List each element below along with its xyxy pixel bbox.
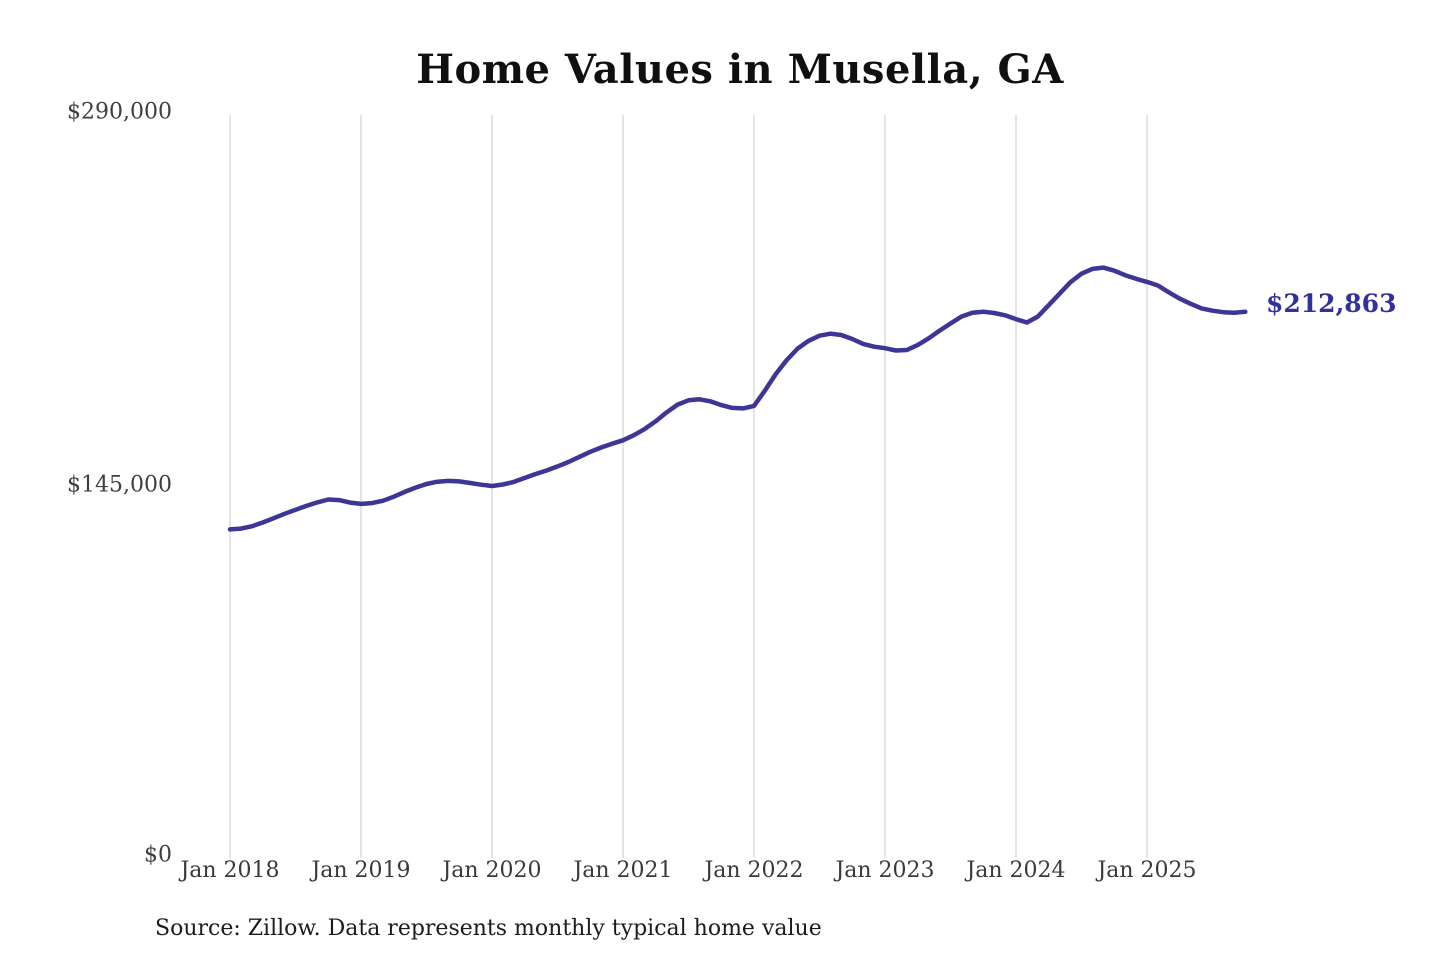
chart-title: Home Values in Musella, GA (416, 46, 1064, 93)
x-tick-label-jan-2018: Jan 2018 (180, 858, 280, 883)
y-tick-label-0: $0 (144, 842, 172, 868)
y-tick-label-290000: $290,000 (67, 99, 172, 125)
x-tick-label-jan-2019: Jan 2019 (311, 858, 411, 883)
home-value-line (227, 265, 1248, 532)
y-tick-label-145000: $145,000 (67, 472, 172, 498)
last-value-label: $212,863 (1266, 289, 1397, 318)
gridlines-group (229, 115, 1148, 858)
x-tick-label-jan-2025: Jan 2025 (1097, 858, 1197, 883)
source-note: Source: Zillow. Data represents monthly … (155, 916, 822, 941)
x-tick-label-jan-2024: Jan 2024 (966, 858, 1066, 883)
x-tick-label-jan-2022: Jan 2022 (704, 858, 804, 883)
x-tick-label-jan-2023: Jan 2023 (835, 858, 935, 883)
x-tick-label-jan-2021: Jan 2021 (573, 858, 673, 883)
x-tick-label-jan-2020: Jan 2020 (442, 858, 542, 883)
